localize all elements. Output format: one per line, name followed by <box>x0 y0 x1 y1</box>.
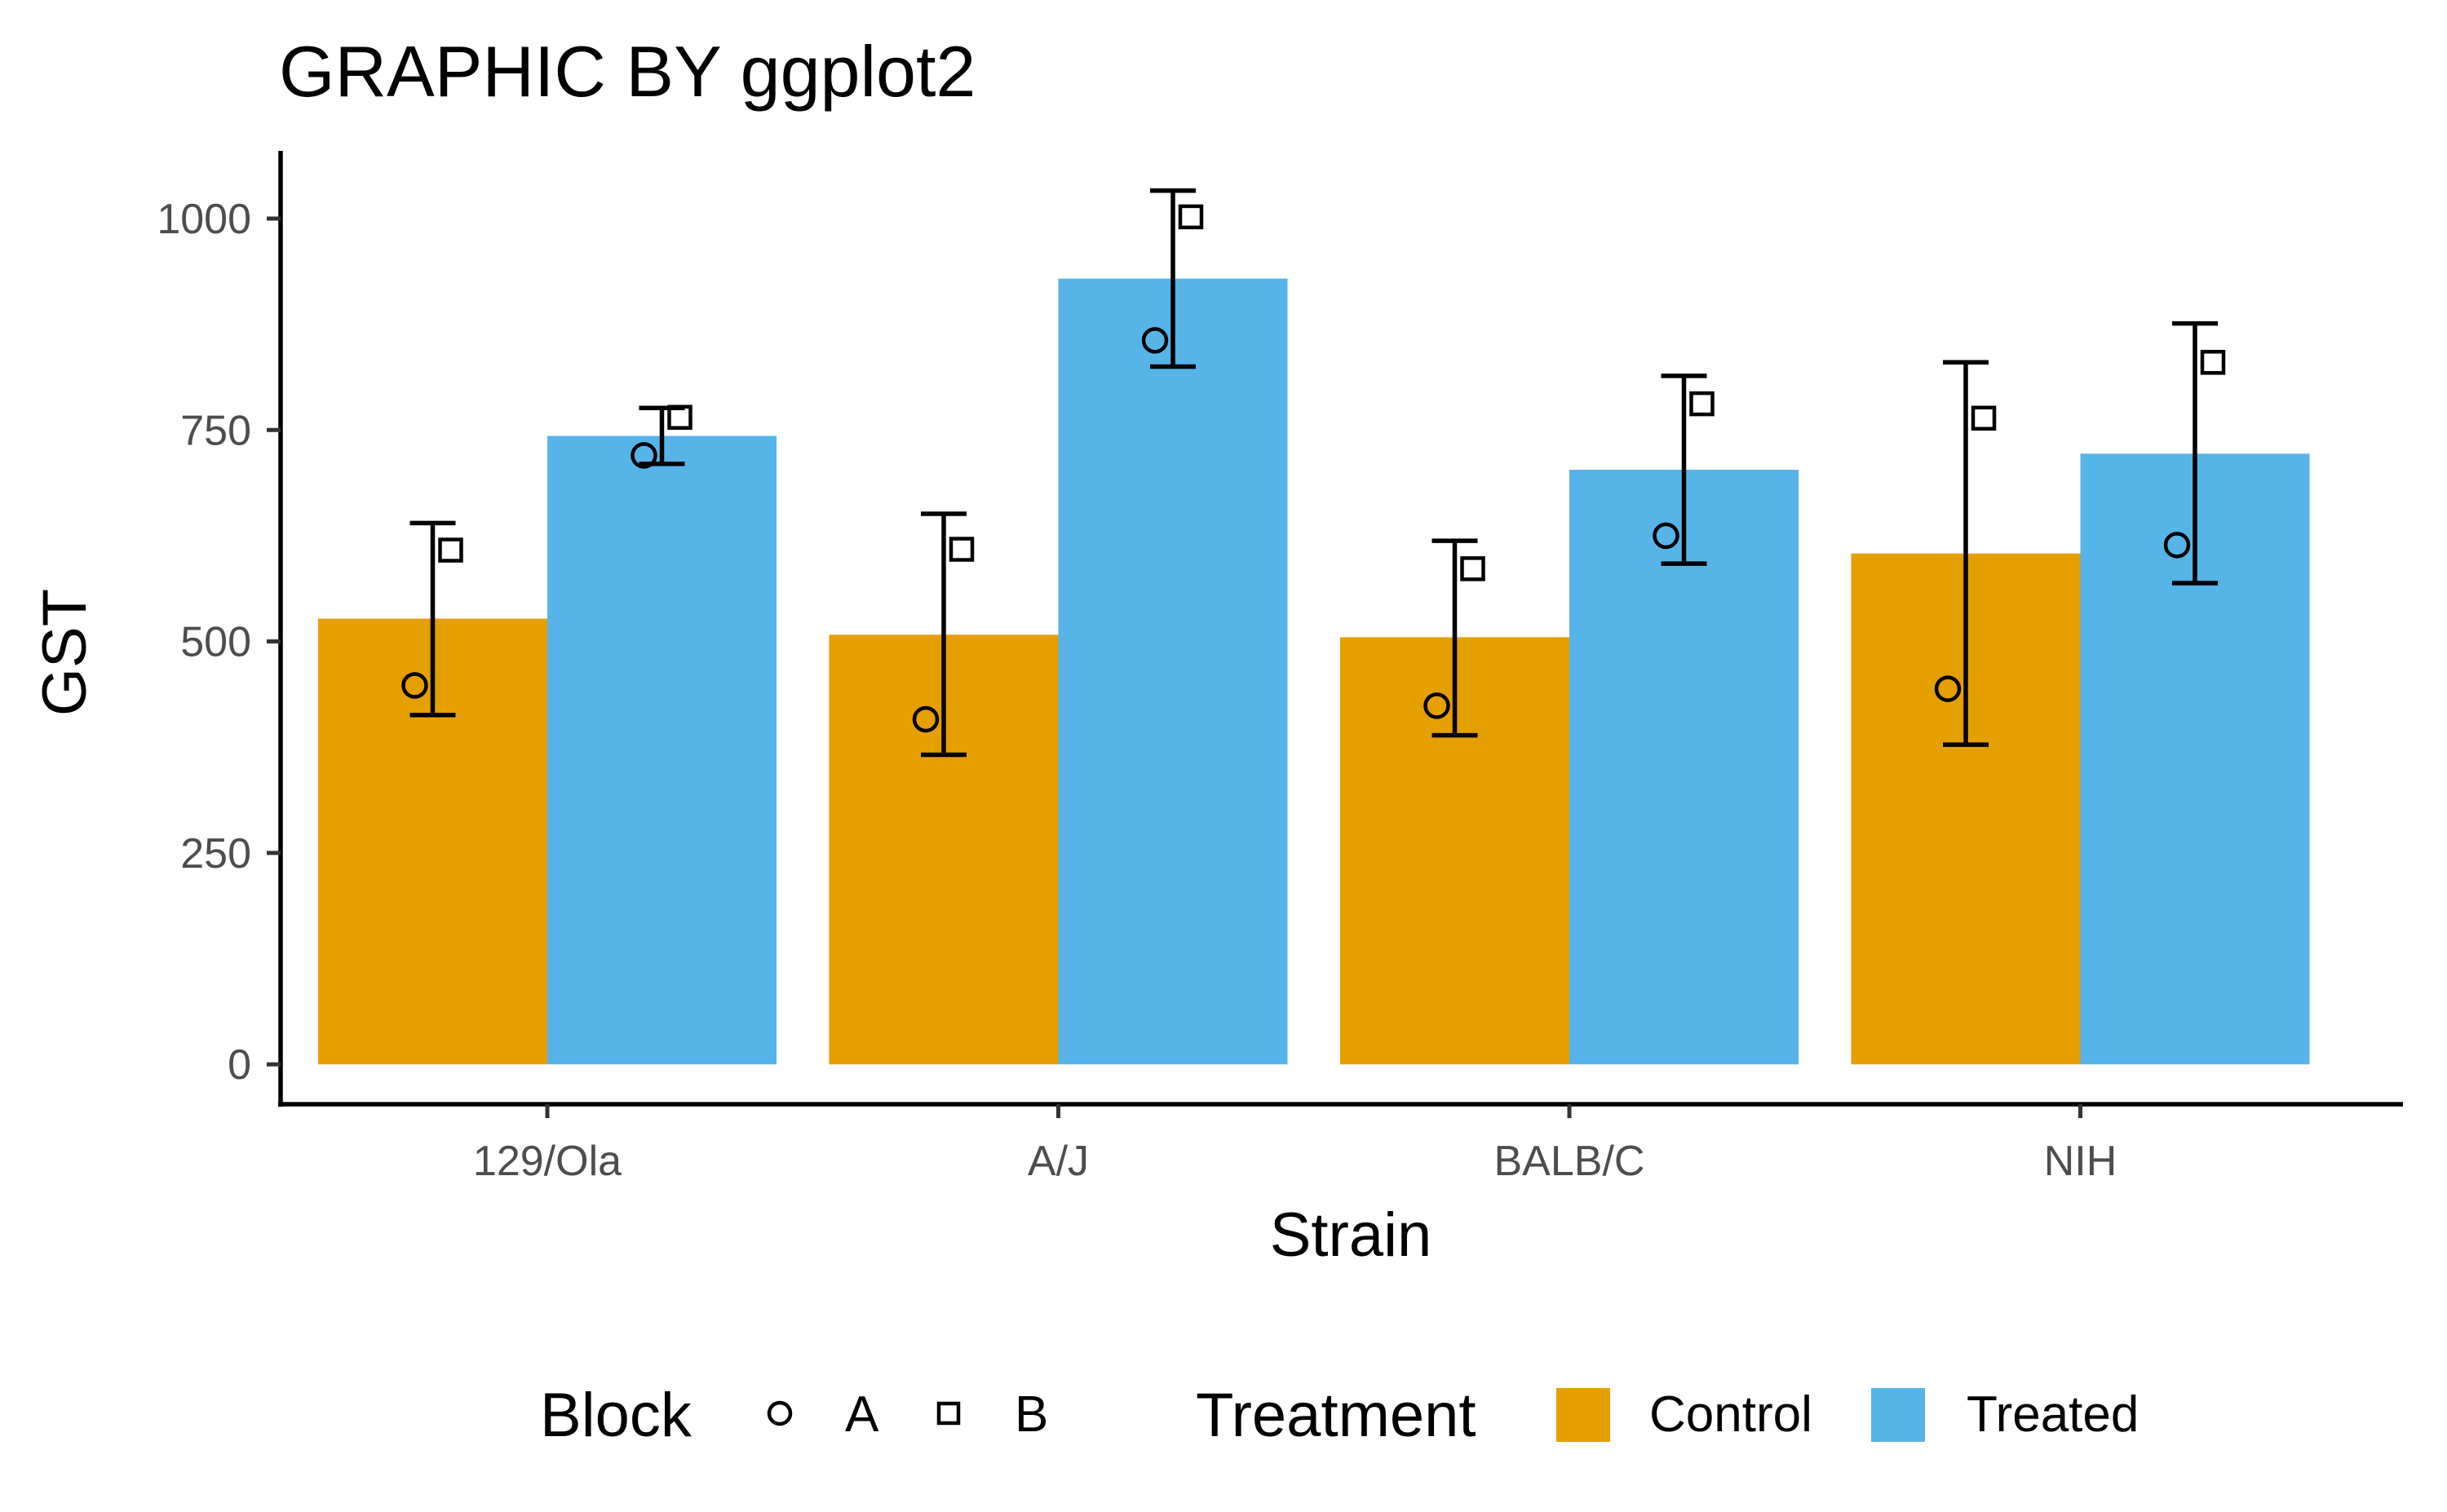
y-tick-label: 250 <box>180 830 251 878</box>
error-bar <box>1431 538 1478 738</box>
data-point-square <box>667 405 693 430</box>
bars-layer <box>318 278 2310 1065</box>
data-point-square <box>1460 556 1485 581</box>
bar-treated-1 <box>1058 278 1288 1065</box>
legend-swatch-treated <box>1871 1388 1925 1442</box>
y-axis-title: GST <box>30 589 100 716</box>
data-point-square <box>949 537 975 562</box>
legend-label-control: Control <box>1649 1386 1812 1443</box>
data-point-circle <box>401 672 428 699</box>
error-bar <box>921 511 967 758</box>
y-axis-ticks: 0 250 500 750 1000 <box>157 196 281 1089</box>
errorbar-layer <box>409 188 2218 758</box>
bar-treated-0 <box>547 435 777 1065</box>
x-tick-label: BALB/C <box>1494 1138 1645 1185</box>
x-tick-label: NIH <box>2044 1138 2117 1185</box>
legend-title-block: Block <box>540 1381 693 1450</box>
data-point-square <box>1689 391 1715 417</box>
chart-title: GRAPHIC BY ggplot2 <box>279 31 976 112</box>
legend-key-circle-icon <box>767 1400 793 1426</box>
data-point-circle <box>1141 327 1169 354</box>
data-point-circle <box>631 442 657 469</box>
legend-label-treated: Treated <box>1967 1386 2139 1443</box>
y-tick-label: 750 <box>180 407 251 454</box>
legend-key-square-icon <box>936 1401 961 1426</box>
legend: Block A B Treatment Control Treated <box>540 1381 2139 1450</box>
bar-treated-2 <box>1569 470 1799 1065</box>
error-bar <box>1943 360 1989 747</box>
data-point-circle <box>1934 675 1962 702</box>
data-point-circle <box>1423 692 1450 719</box>
data-point-square <box>1178 204 1204 230</box>
data-point-square <box>1971 405 1997 431</box>
x-tick-label: 129/Ola <box>473 1138 622 1185</box>
error-bar <box>2172 321 2218 586</box>
legend-label-block-b: B <box>1015 1386 1048 1443</box>
error-bar <box>409 520 456 718</box>
points-layer <box>401 204 2226 733</box>
data-point-square <box>2200 350 2226 375</box>
error-bar <box>1150 188 1196 369</box>
y-tick-label: 500 <box>180 619 251 666</box>
legend-title-treatment: Treatment <box>1196 1381 1476 1450</box>
data-point-circle <box>912 705 940 733</box>
legend-label-block-a: A <box>845 1386 879 1443</box>
data-point-circle <box>2163 532 2191 559</box>
x-axis-title: Strain <box>1270 1200 1432 1270</box>
error-bar <box>1661 374 1707 566</box>
x-axis-ticks: 129/Ola A/J BALB/C NIH <box>473 1104 2117 1185</box>
x-tick-label: A/J <box>1028 1138 1089 1185</box>
data-point-circle <box>1653 522 1679 550</box>
y-tick-label: 1000 <box>157 196 251 243</box>
data-point-square <box>438 537 463 563</box>
legend-swatch-control <box>1556 1388 1610 1442</box>
y-tick-label: 0 <box>228 1041 251 1089</box>
